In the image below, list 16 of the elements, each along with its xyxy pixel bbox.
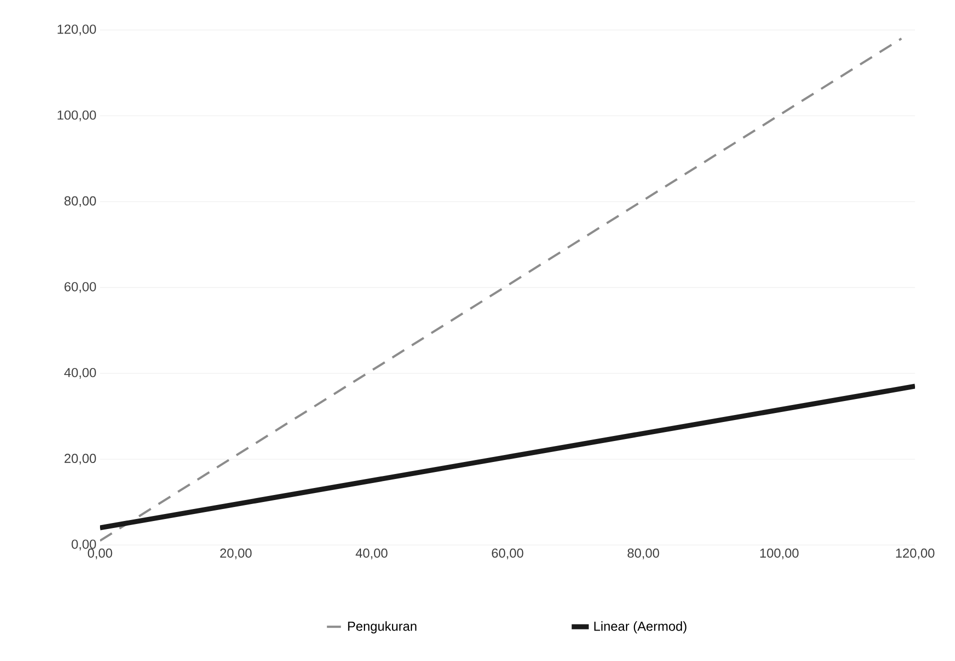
x-tick-label: 60,00 <box>492 548 524 560</box>
x-tick-label: 0,00 <box>88 548 112 560</box>
y-tick-label: 100,00 <box>58 110 96 122</box>
y-tick-label: 0,00 <box>72 540 96 550</box>
x-tick-label: 100,00 <box>760 548 799 560</box>
x-tick-label: 40,00 <box>356 548 388 560</box>
legend-label: Linear (Aermod) <box>594 621 686 634</box>
y-tick-label: 20,00 <box>64 454 96 465</box>
y-tick-label: 40,00 <box>64 368 96 379</box>
y-tick-label: 80,00 <box>64 196 96 208</box>
x-tick-label: 80,00 <box>628 548 660 560</box>
x-tick-label: 120,00 <box>896 548 934 560</box>
x-tick-label: 20,00 <box>220 548 252 560</box>
y-tick-label: 120,00 <box>58 24 96 36</box>
y-tick-label: 60,00 <box>64 282 96 293</box>
legend-label: Pengukuran <box>348 621 416 634</box>
